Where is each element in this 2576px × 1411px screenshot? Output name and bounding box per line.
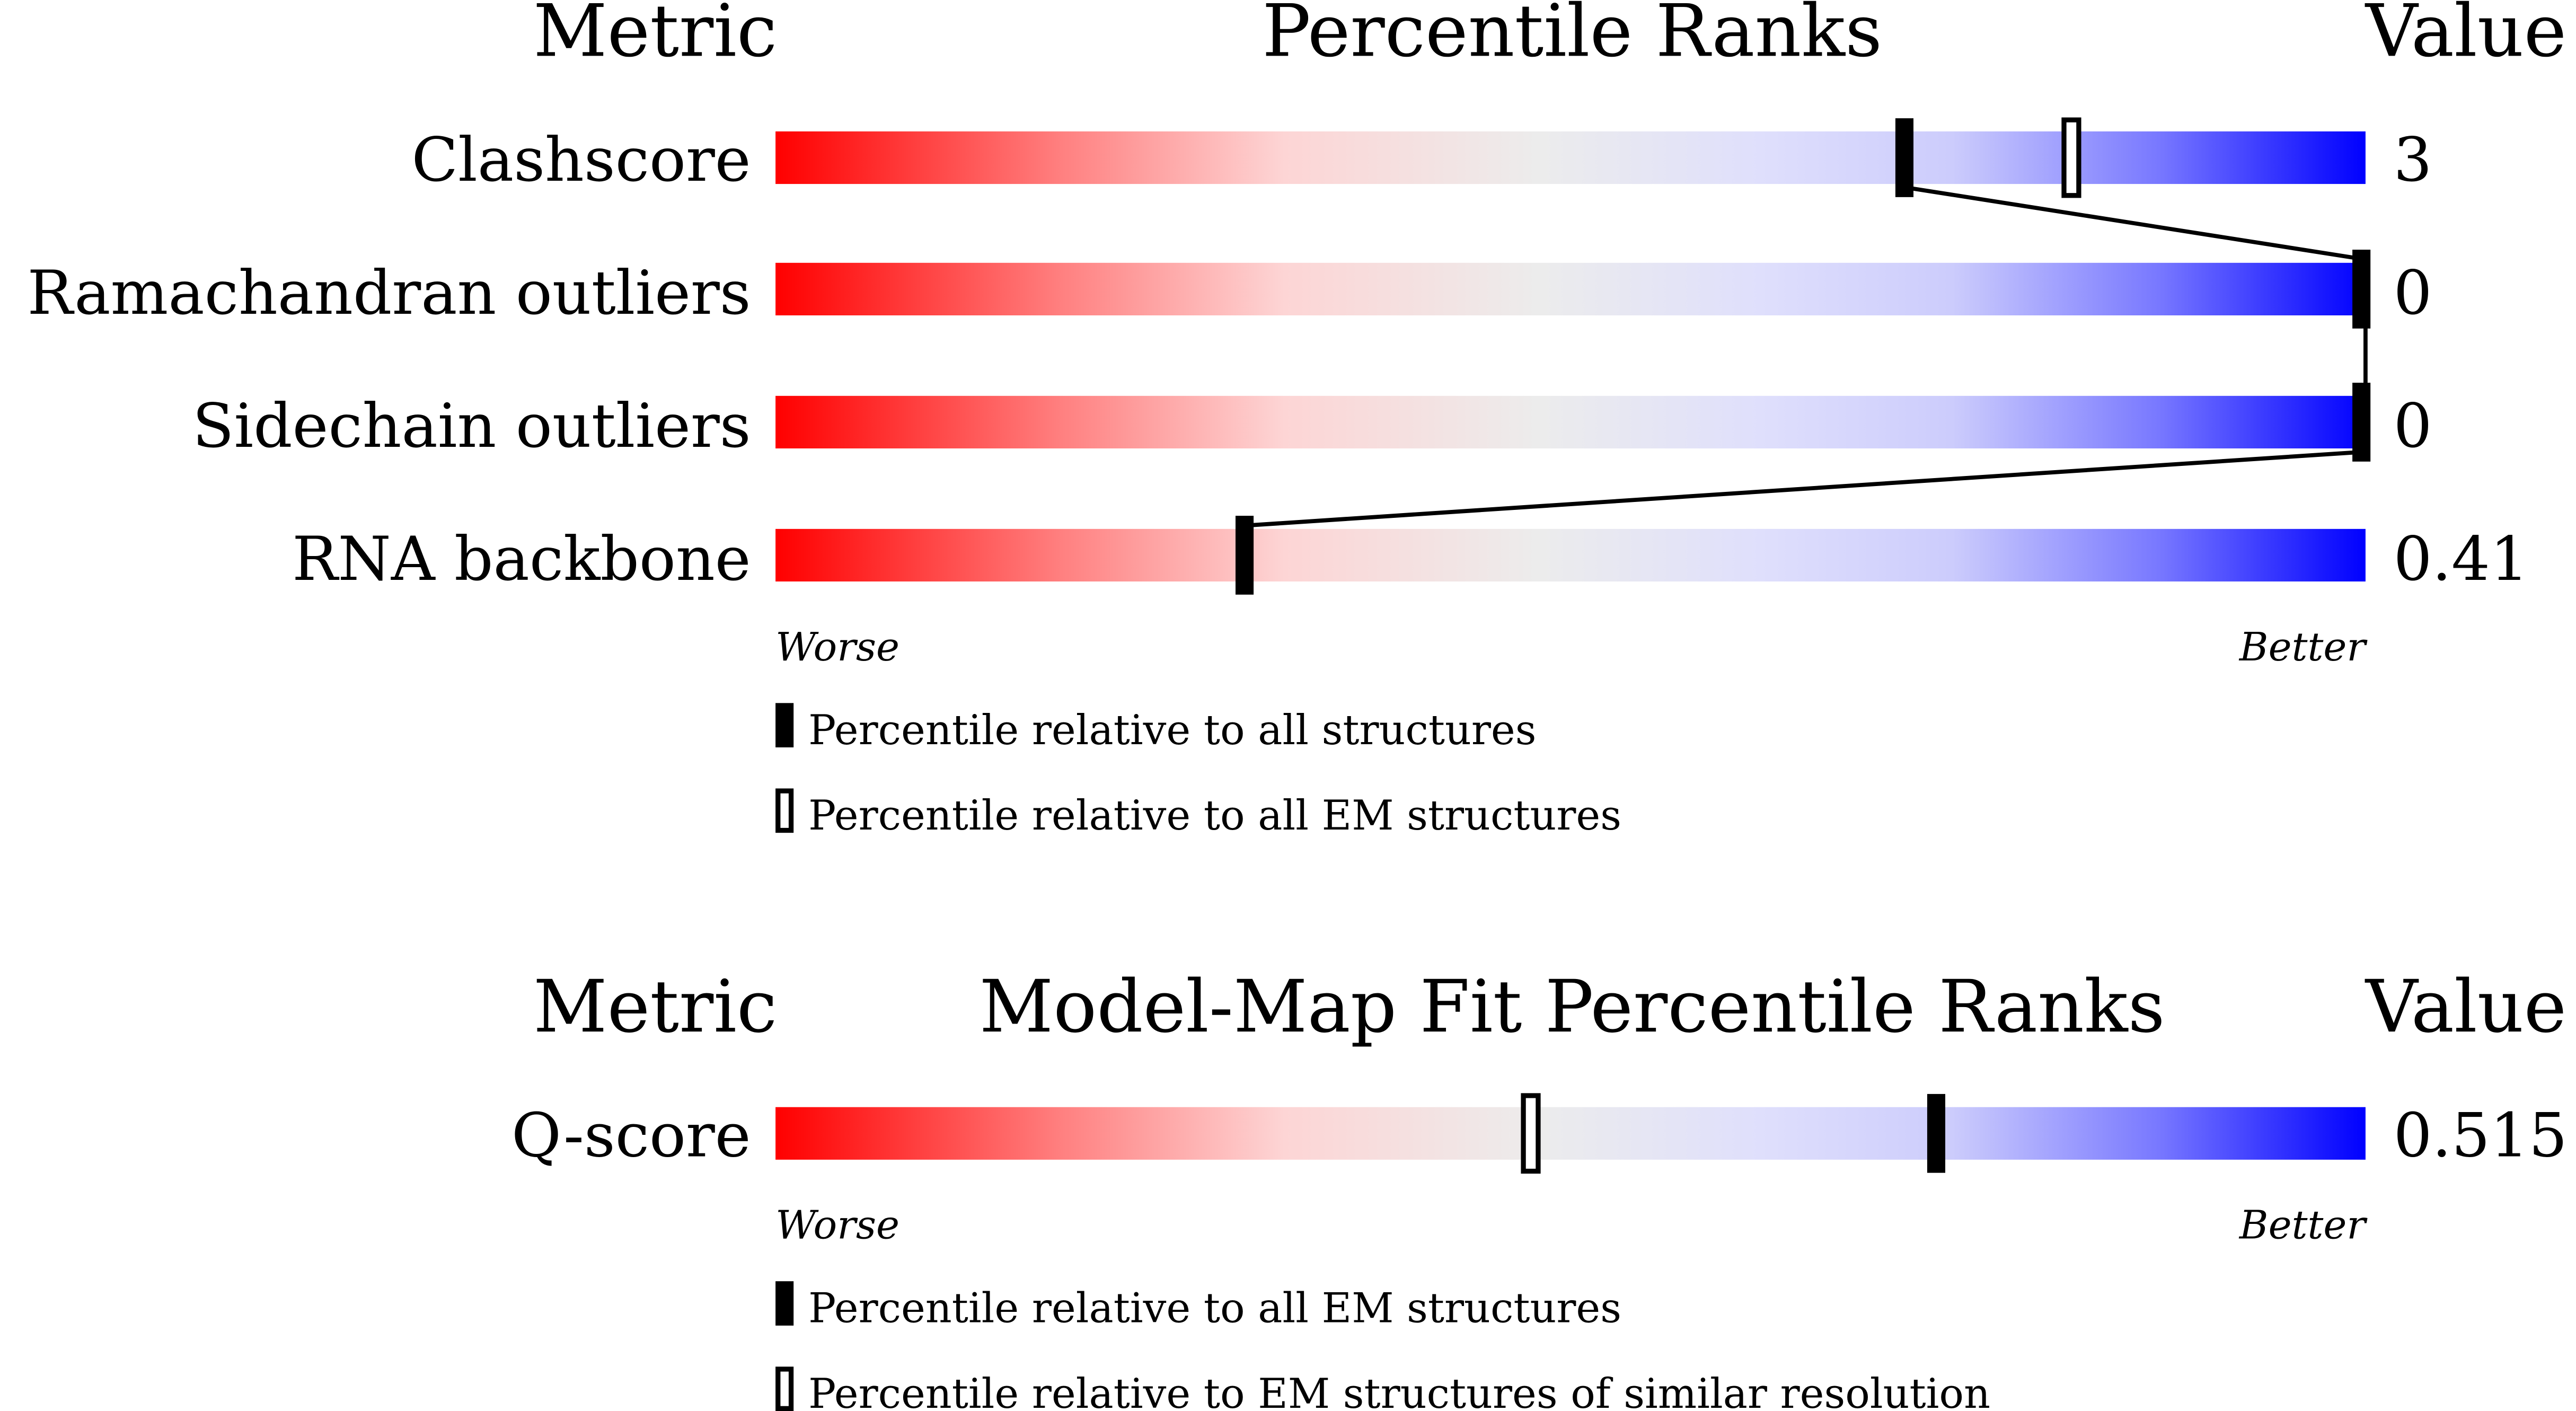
legend-open-marker bbox=[775, 1366, 794, 1411]
percentile-bar bbox=[775, 528, 2366, 582]
percentile-bar bbox=[775, 262, 2366, 315]
percentile-marker-all bbox=[1236, 516, 1254, 595]
legend-filled-marker bbox=[775, 1281, 794, 1326]
percentile-marker-all bbox=[1927, 1093, 1946, 1173]
percentile-marker-all bbox=[1895, 118, 1914, 197]
axis-better-label: Better bbox=[2238, 1202, 2368, 1248]
axis-worse-label: Worse bbox=[775, 1202, 899, 1248]
percentile-bar bbox=[775, 131, 2366, 184]
percentile-bar bbox=[775, 1107, 2366, 1160]
metric-label: Q-score bbox=[511, 1101, 751, 1171]
percentile-marker-all bbox=[2352, 383, 2371, 462]
legend-label: Percentile relative to EM structures of … bbox=[808, 1370, 1990, 1411]
axis-worse-label: Worse bbox=[775, 624, 899, 670]
metric-value: 0.515 bbox=[2394, 1101, 2568, 1171]
header-value: Value bbox=[2365, 965, 2566, 1049]
header-value: Value bbox=[2365, 0, 2566, 73]
chart-title: Percentile Ranks bbox=[1262, 0, 1882, 73]
percentile-marker-em bbox=[2061, 117, 2081, 198]
percentile-bar bbox=[775, 395, 2366, 449]
metric-value: 0 bbox=[2394, 258, 2432, 329]
header-metric: Metric bbox=[533, 965, 777, 1049]
connector-line bbox=[1244, 449, 2366, 528]
metric-value: 0 bbox=[2394, 391, 2432, 462]
legend-label: Percentile relative to all EM structures bbox=[808, 792, 1621, 840]
legend-open-marker bbox=[775, 788, 794, 833]
legend-label: Percentile relative to all EM structures bbox=[808, 1285, 1621, 1333]
metric-label: RNA backbone bbox=[292, 524, 751, 595]
connector-line bbox=[1904, 185, 2366, 262]
metric-label: Clashscore bbox=[411, 125, 751, 196]
metric-label: Ramachandran outliers bbox=[27, 258, 751, 329]
percentile-marker-em bbox=[1521, 1093, 1541, 1174]
legend-label: Percentile relative to all structures bbox=[808, 707, 1536, 754]
axis-better-label: Better bbox=[2238, 624, 2368, 670]
percentile-marker-all bbox=[2352, 250, 2371, 329]
chart-title: Model-Map Fit Percentile Ranks bbox=[980, 965, 2165, 1049]
legend-filled-marker bbox=[775, 703, 794, 748]
metric-value: 3 bbox=[2394, 125, 2432, 196]
metric-label: Sidechain outliers bbox=[192, 391, 751, 462]
metric-value: 0.41 bbox=[2394, 524, 2529, 595]
header-metric: Metric bbox=[533, 0, 777, 73]
